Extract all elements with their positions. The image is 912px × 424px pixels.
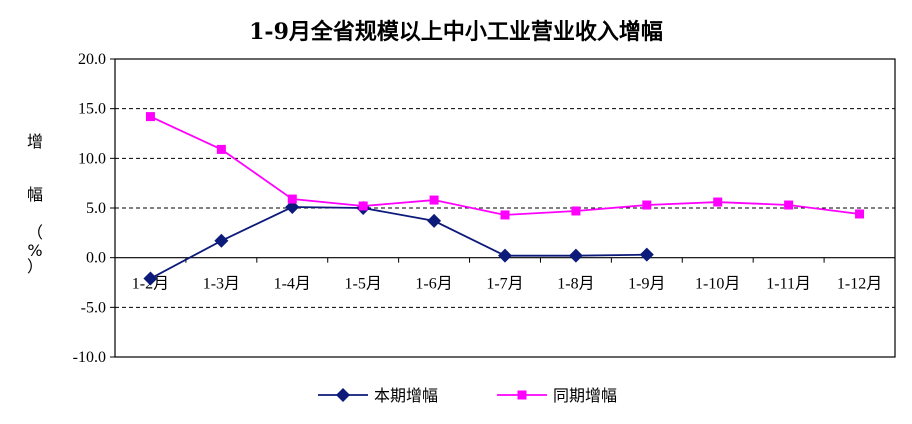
x-tick-label: 1-6月 [415, 276, 452, 293]
y-tick-label: 0.0 [86, 250, 106, 267]
data-point [358, 201, 368, 211]
series-layer [143, 112, 865, 286]
data-point [568, 248, 583, 263]
y-tick-label: -5.0 [81, 299, 106, 316]
chart-title: 1-9月全省规模以上中小工业营业收入增幅 [249, 19, 663, 45]
y-tick-label: -10.0 [73, 349, 106, 366]
legend-label: 同期增幅 [553, 386, 617, 405]
data-point [784, 200, 794, 210]
data-point [429, 195, 439, 205]
y-axis-label-char: 幅 [27, 185, 43, 204]
y-tick-label: 15.0 [78, 101, 106, 118]
data-point [639, 247, 654, 262]
data-point [500, 210, 510, 220]
x-tick-label: 1-5月 [345, 276, 382, 293]
data-point [855, 209, 865, 219]
data-point [214, 233, 229, 248]
legend-marker [336, 388, 350, 402]
plot-area [114, 58, 896, 358]
y-axis-label: 增幅 （%） [27, 132, 43, 276]
x-tick-label: 1-12月 [837, 276, 882, 293]
x-tick-label: 1-9月 [628, 276, 665, 293]
y-axis-label-char: ） [27, 257, 43, 276]
data-point [143, 271, 158, 286]
legend: 本期增幅 同期增幅 [318, 386, 617, 405]
data-point [287, 194, 297, 204]
x-tick-label: 1-3月 [203, 276, 240, 293]
data-point [427, 213, 442, 228]
data-point [642, 200, 652, 210]
legend-label: 本期增幅 [374, 386, 438, 405]
series-line [150, 206, 647, 280]
y-tick-label: 20.0 [78, 51, 106, 68]
y-tick-label: 10.0 [78, 150, 106, 167]
data-point [216, 144, 226, 154]
x-tick-label: 1-11月 [766, 276, 811, 293]
data-point [145, 112, 155, 122]
grid-lines [115, 108, 895, 308]
y-axis-label-char: 增 [27, 132, 43, 151]
x-tick-label: 1-4月 [274, 276, 311, 293]
x-tick-label: 1-10月 [695, 276, 740, 293]
data-point [713, 197, 723, 207]
y-axis-label-char: （ [27, 223, 43, 242]
x-tick-label: 1-7月 [486, 276, 523, 293]
data-point [498, 248, 512, 263]
data-point [571, 206, 581, 216]
y-tick-label: 5.0 [86, 200, 106, 217]
axes: 20.015.010.05.00.0-5.0-10.01-2月1-3月1-4月1… [73, 51, 896, 366]
x-tick-label: 1-8月 [557, 276, 594, 293]
legend-marker [517, 390, 527, 400]
y-axis-label-char: % [27, 241, 42, 260]
